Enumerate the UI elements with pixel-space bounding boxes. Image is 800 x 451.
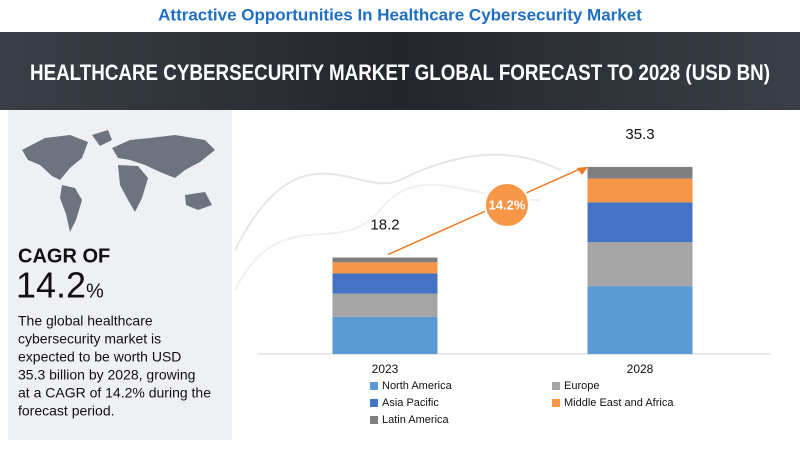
world-map — [22, 130, 215, 232]
legend-swatch — [370, 399, 378, 407]
description-line: at a CAGR of 14.2% during the — [18, 385, 211, 401]
legend-swatch — [370, 416, 378, 424]
legend-swatch — [370, 382, 378, 390]
bar-segment — [332, 293, 438, 317]
legend-swatch — [552, 399, 560, 407]
bar-segment — [332, 257, 438, 263]
x-tick-label: 2028 — [627, 362, 654, 376]
bar-segment — [332, 316, 438, 354]
bar-segment — [587, 166, 693, 179]
growth-arrow — [387, 168, 581, 256]
total-label: 35.3 — [625, 126, 654, 143]
bar-segment — [332, 262, 438, 274]
bar-segment — [587, 242, 693, 287]
cagr-unit: % — [86, 280, 104, 302]
legend-label: North America — [382, 380, 453, 392]
description-line: cybersecurity market is — [18, 331, 161, 347]
cagr-badge-label: 14.2% — [489, 197, 526, 212]
header: Attractive Opportunities In Healthcare C… — [158, 5, 642, 24]
legend-swatch — [552, 382, 560, 390]
description-line: expected to be worth USD — [18, 349, 181, 365]
banner-bg — [0, 32, 800, 110]
legend-label: Middle East and Africa — [564, 397, 674, 409]
decor-swoosh — [234, 153, 561, 251]
legend-label: Latin America — [382, 414, 450, 426]
decor-swoosh — [234, 183, 541, 291]
description-line: The global healthcare — [18, 313, 153, 329]
cagr-badge — [484, 182, 530, 228]
description: The global healthcare cybersecurity marke… — [18, 313, 211, 419]
x-tick-label: 2023 — [372, 362, 399, 376]
bar-segment — [332, 273, 438, 294]
cagr-value: 14.2 — [16, 265, 86, 306]
legend-label: Asia Pacific — [382, 397, 439, 409]
description-line: 35.3 billion by 2028, growing — [18, 367, 195, 383]
cagr-heading: CAGR OF — [18, 245, 110, 267]
total-label: 18.2 — [370, 217, 399, 234]
bar-segment — [587, 202, 693, 243]
bar-segment — [587, 286, 693, 354]
description-line: forecast period. — [18, 403, 115, 419]
banner-title: HEALTHCARE CYBERSECURITY MARKET GLOBAL F… — [30, 60, 770, 85]
arrow-head — [577, 166, 588, 175]
legend-label: Europe — [564, 380, 599, 392]
bar-segment — [587, 178, 693, 203]
